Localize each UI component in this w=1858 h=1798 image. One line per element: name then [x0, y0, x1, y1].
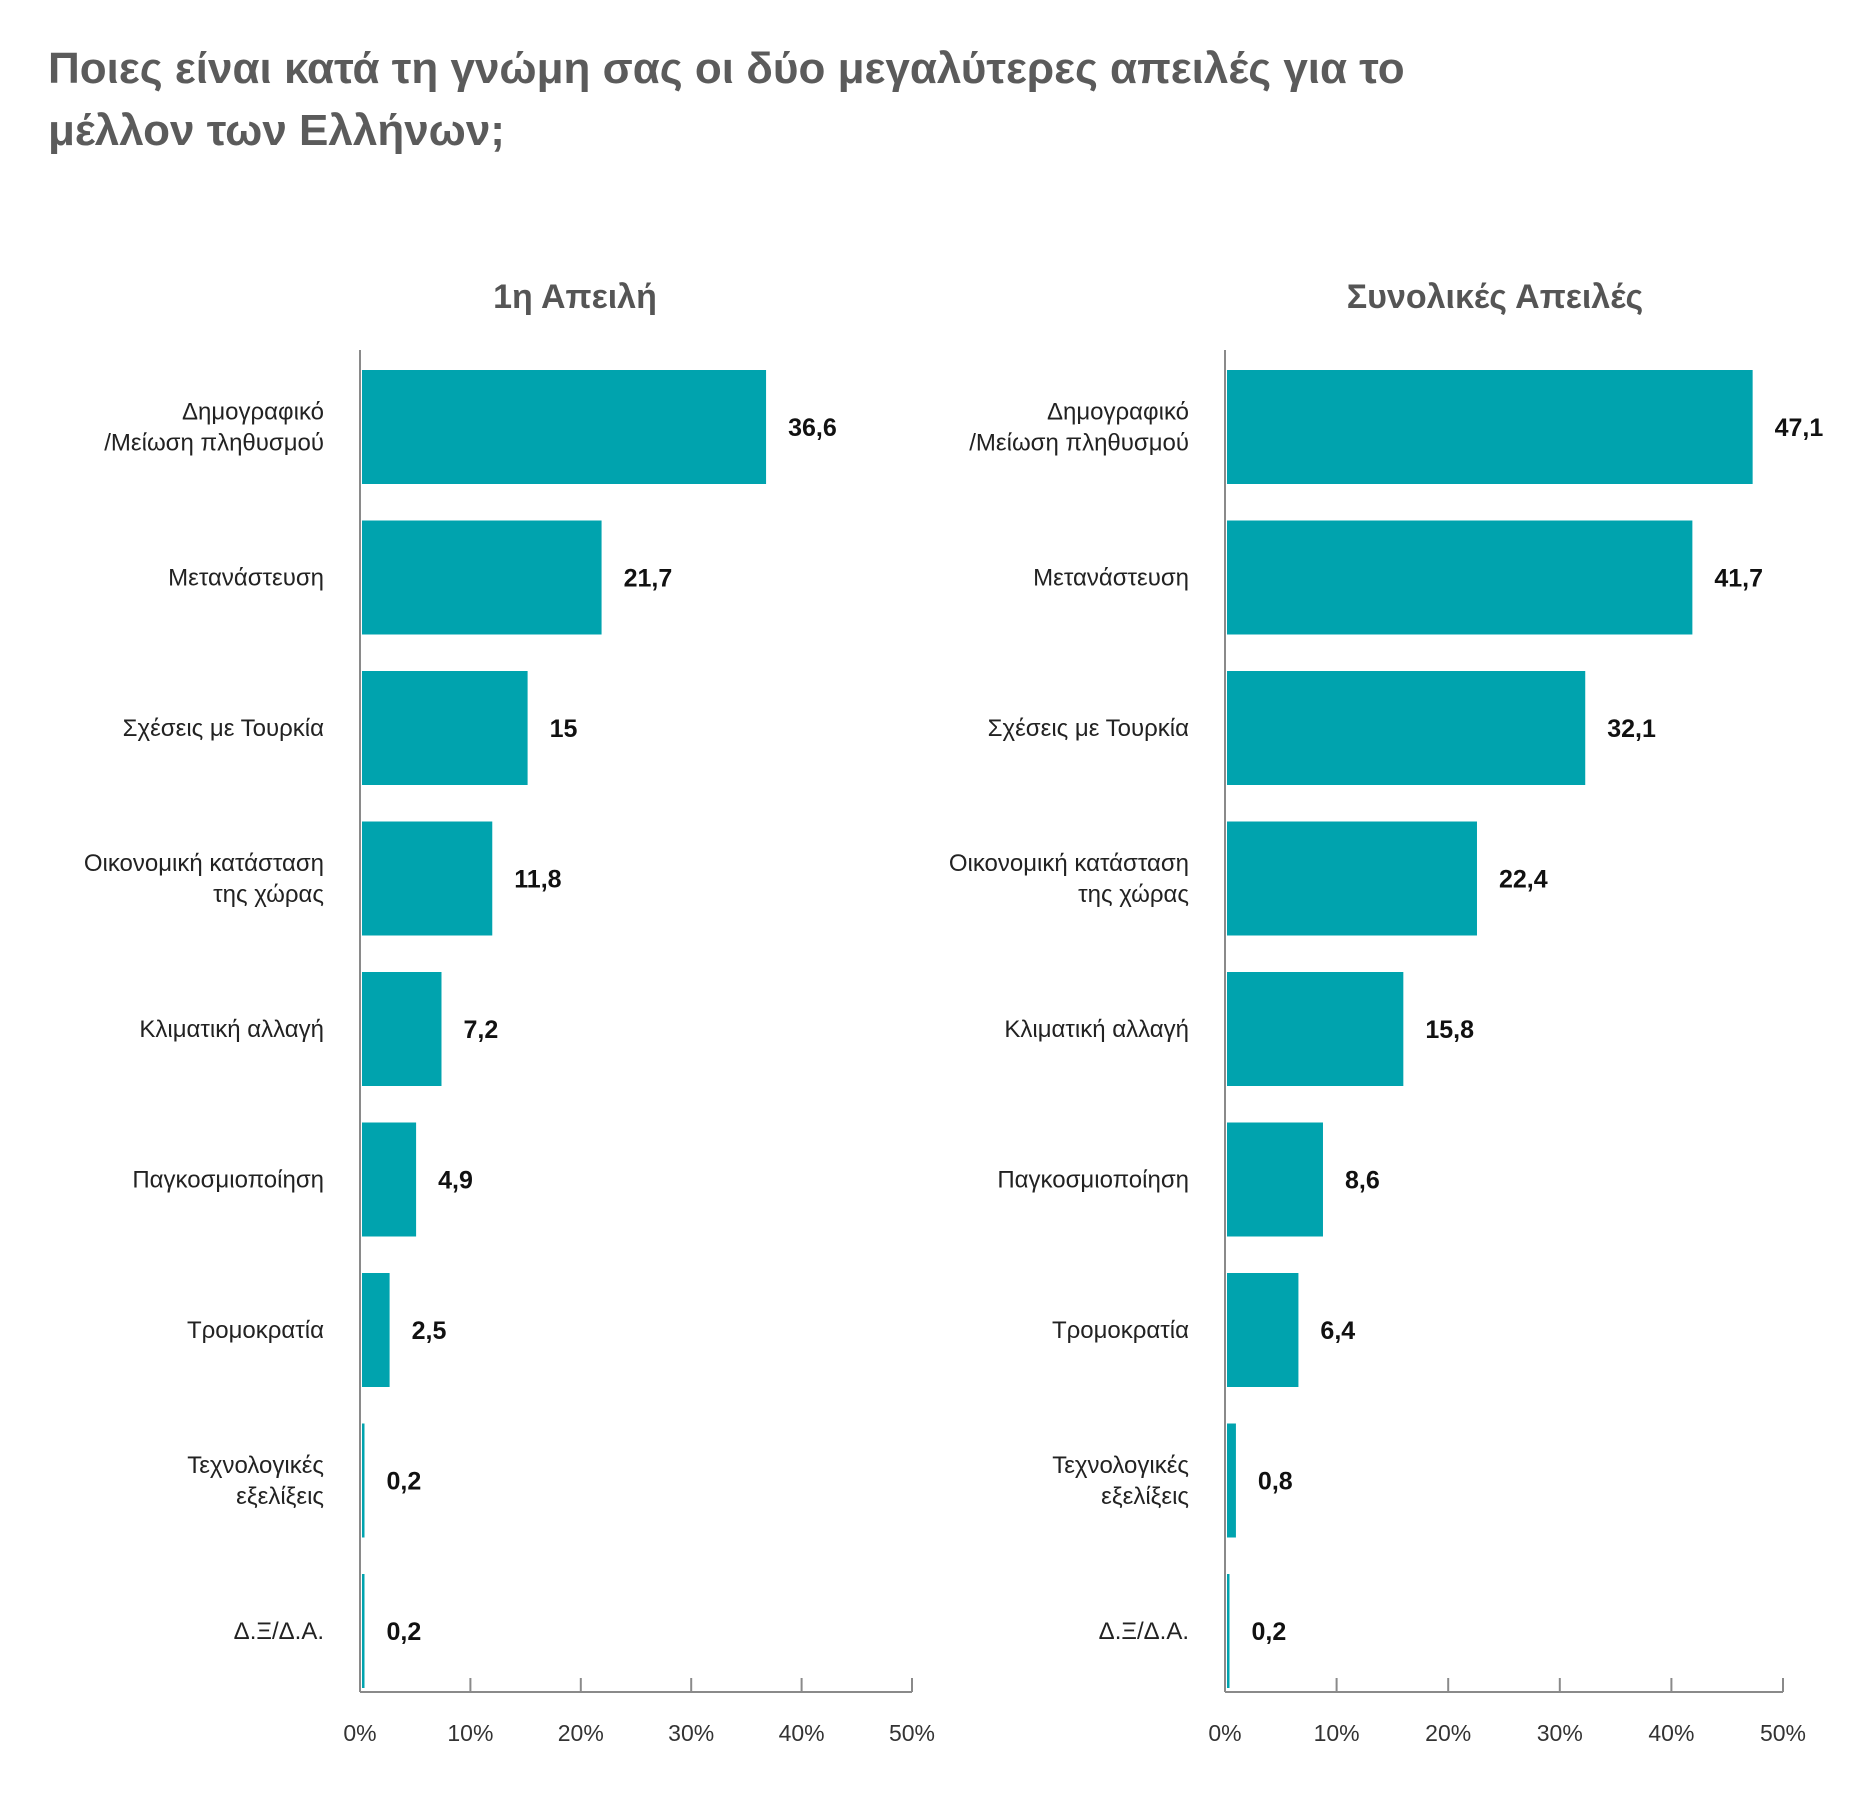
category-label: Μετανάστευση [168, 565, 324, 592]
data-label: 0,2 [387, 1618, 422, 1646]
category-label: Σχέσεις με Τουρκία [988, 715, 1189, 742]
category-label: Οικονομική κατάσταση [84, 850, 324, 877]
category-label: Δ.Ξ/Δ.Α. [1099, 1618, 1189, 1645]
panel-title-2: Συνολικές Απειλές [1347, 278, 1644, 316]
data-label: 11,8 [514, 866, 561, 894]
data-label: 15,8 [1425, 1016, 1474, 1044]
title-line-1: Ποιες είναι κατά τη γνώμη σας οι δύο μεγ… [48, 44, 1405, 93]
bar [1227, 671, 1586, 785]
bar [362, 671, 528, 785]
data-label: 8,6 [1345, 1167, 1380, 1195]
bar [1227, 1423, 1236, 1538]
data-label: 7,2 [463, 1016, 498, 1044]
data-label: 21,7 [624, 565, 673, 593]
category-label: /Μείωση πληθυσμού [969, 430, 1189, 457]
x-tick-label: 30% [668, 1720, 714, 1746]
title-line-2: μέλλον των Ελλήνων; [48, 106, 505, 155]
bar [362, 972, 442, 1086]
data-label: 0,8 [1258, 1468, 1293, 1496]
category-label: Σχέσεις με Τουρκία [123, 715, 324, 742]
bar [1227, 1574, 1230, 1688]
bar [1227, 972, 1404, 1086]
x-tick-label: 40% [779, 1720, 825, 1746]
category-label: της χώρας [213, 881, 324, 908]
bar [1227, 1122, 1323, 1237]
page-title: Ποιες είναι κατά τη γνώμη σας οι δύο μεγ… [48, 38, 1748, 162]
category-label: Μετανάστευση [1033, 565, 1189, 592]
bar [362, 370, 767, 484]
data-label: 4,9 [438, 1167, 473, 1195]
category-label: Οικονομική κατάσταση [949, 850, 1189, 877]
data-label: 2,5 [412, 1317, 447, 1345]
category-label: Τεχνολογικές [1052, 1452, 1189, 1479]
bar [1227, 821, 1477, 936]
category-label: Παγκοσμιοποίηση [132, 1167, 324, 1194]
category-label: της χώρας [1078, 881, 1189, 908]
data-label: 0,2 [1252, 1618, 1287, 1646]
data-label: 47,1 [1775, 414, 1824, 442]
x-tick-label: 10% [447, 1720, 493, 1746]
category-label: Τρομοκρατία [187, 1317, 324, 1344]
data-label: 15 [550, 715, 578, 743]
category-label: εξελίξεις [236, 1483, 324, 1510]
category-label: Τρομοκρατία [1052, 1317, 1189, 1344]
data-label: 36,6 [788, 414, 837, 442]
x-tick-label: 40% [1648, 1720, 1694, 1746]
category-label: Δημογραφικό [182, 399, 324, 426]
bar [362, 1574, 365, 1688]
x-tick-label: 50% [1760, 1720, 1806, 1746]
data-label: 32,1 [1607, 715, 1656, 743]
category-label: εξελίξεις [1101, 1483, 1189, 1510]
bar [362, 1122, 417, 1237]
x-tick-label: 0% [1208, 1720, 1241, 1746]
x-tick-label: 50% [889, 1720, 935, 1746]
panel-title-1: 1η Απειλή [493, 278, 657, 316]
data-label: 41,7 [1714, 565, 1763, 593]
x-tick-label: 30% [1537, 1720, 1583, 1746]
data-label: 22,4 [1499, 866, 1548, 894]
bar [362, 1273, 390, 1387]
x-tick-label: 20% [1425, 1720, 1471, 1746]
category-label: Δ.Ξ/Δ.Α. [234, 1618, 324, 1645]
x-tick-label: 0% [343, 1720, 376, 1746]
category-label: Κλιματική αλλαγή [139, 1016, 324, 1043]
bar [362, 1423, 365, 1538]
x-tick-label: 20% [558, 1720, 604, 1746]
category-label: Κλιματική αλλαγή [1004, 1016, 1189, 1043]
category-label: Παγκοσμιοποίηση [997, 1167, 1189, 1194]
bar [362, 520, 602, 635]
x-tick-label: 10% [1314, 1720, 1360, 1746]
category-label: Δημογραφικό [1047, 399, 1189, 426]
category-label: /Μείωση πληθυσμού [104, 430, 324, 457]
bar [362, 821, 493, 936]
category-label: Τεχνολογικές [187, 1452, 324, 1479]
data-label: 6,4 [1320, 1317, 1355, 1345]
bar [1227, 520, 1693, 635]
bar [1227, 1273, 1299, 1387]
data-label: 0,2 [387, 1468, 422, 1496]
bar [1227, 370, 1753, 484]
